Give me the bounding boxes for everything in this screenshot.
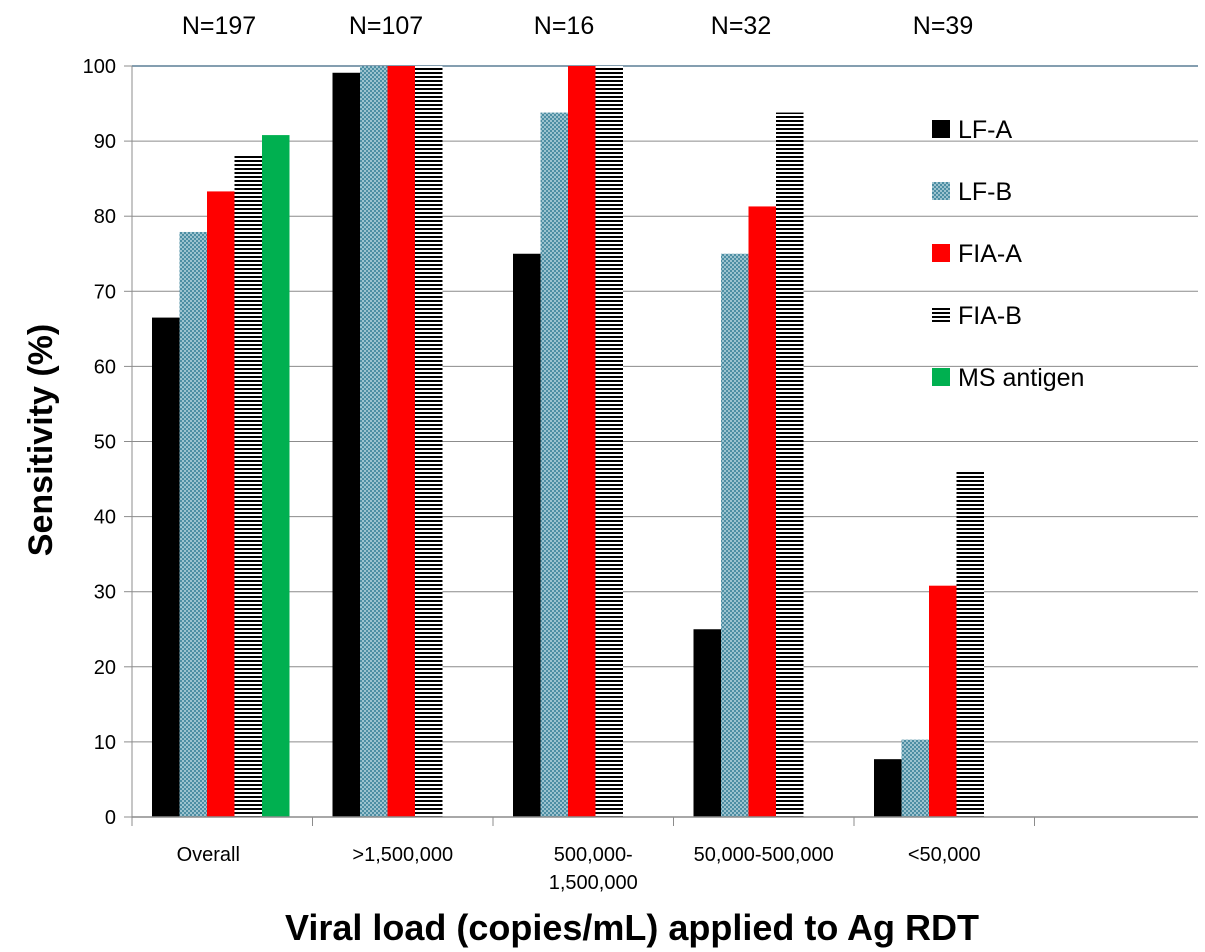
y-tick-label: 10 [94, 732, 116, 754]
x-axis-title: Viral load (copies/mL) applied to Ag RDT [285, 907, 979, 948]
y-tick-label: 70 [94, 281, 116, 303]
x-tick-label: 50,000-500,000 [694, 844, 834, 866]
y-tick-label: 50 [94, 432, 116, 454]
group-count-label: N=39 [913, 12, 973, 40]
y-tick-label: 60 [94, 356, 116, 378]
group-count-label: N=32 [711, 12, 771, 40]
y-tick-label: 20 [94, 657, 116, 679]
x-axis: Overall >1,500,000 500,000- 1,500,000 50,000… [131, 816, 1198, 894]
legend-label: FIA-A [958, 240, 1022, 268]
x-tick-label: >1,500,000 [352, 844, 453, 866]
bar-lf-a [693, 629, 721, 817]
legend-swatch [932, 120, 950, 138]
x-tick-label: Overall [177, 844, 240, 866]
y-tick-label: 40 [94, 507, 116, 529]
bar-lf-a [332, 72, 360, 817]
bar-fia-a [929, 585, 957, 817]
bar-fia-a [207, 191, 235, 818]
legend-label: FIA-B [958, 302, 1022, 330]
y-axis-title: Sensitivity (%) [22, 324, 60, 556]
bar-fia-b [776, 112, 804, 817]
bar-lf-b [901, 739, 929, 817]
y-axis: 0 10 20 30 40 50 60 70 80 90 100 [83, 56, 133, 829]
bar-lf-b [360, 66, 388, 817]
bar-fia-b [415, 66, 443, 817]
bar-fia-b [234, 154, 262, 818]
bar-lf-b [179, 231, 207, 817]
bars [152, 66, 984, 818]
bar-fia-a [748, 206, 776, 817]
legend-swatch [932, 368, 950, 386]
group-count-label: N=197 [182, 12, 256, 40]
y-tick-label: 30 [94, 582, 116, 604]
bar-fia-a [387, 66, 415, 817]
x-tick-label: <50,000 [908, 844, 981, 866]
group-count-label: N=107 [349, 12, 423, 40]
bar-lf-a [152, 317, 180, 817]
legend: LF-A LF-B FIA-A FIA-B MS antigen [932, 116, 1084, 392]
x-tick-label: 500,000- [554, 844, 633, 866]
y-tick-label: 100 [83, 56, 116, 78]
bar-lf-a [513, 253, 541, 817]
gridlines [132, 65, 1198, 743]
legend-label: LF-A [958, 116, 1013, 144]
bar-fia-b [595, 66, 623, 817]
legend-swatch [932, 182, 950, 200]
bar-lf-b [540, 112, 568, 817]
x-tick-label: 1,500,000 [549, 872, 638, 894]
group-counts: N=197 N=107 N=16 N=32 N=39 [182, 12, 973, 40]
y-tick-label: 0 [105, 807, 116, 829]
group-count-label: N=16 [534, 12, 594, 40]
y-tick-label: 80 [94, 206, 116, 228]
legend-swatch [932, 244, 950, 262]
bar-fia-b [956, 470, 984, 817]
bar-lf-b [721, 253, 749, 817]
legend-label: LF-B [958, 178, 1012, 206]
bar-lf-a [874, 759, 902, 817]
bar-ms-antigen [262, 135, 290, 818]
legend-swatch [932, 306, 950, 324]
y-tick-label: 90 [94, 131, 116, 153]
legend-label: MS antigen [958, 364, 1084, 392]
bar-fia-a [568, 66, 596, 817]
